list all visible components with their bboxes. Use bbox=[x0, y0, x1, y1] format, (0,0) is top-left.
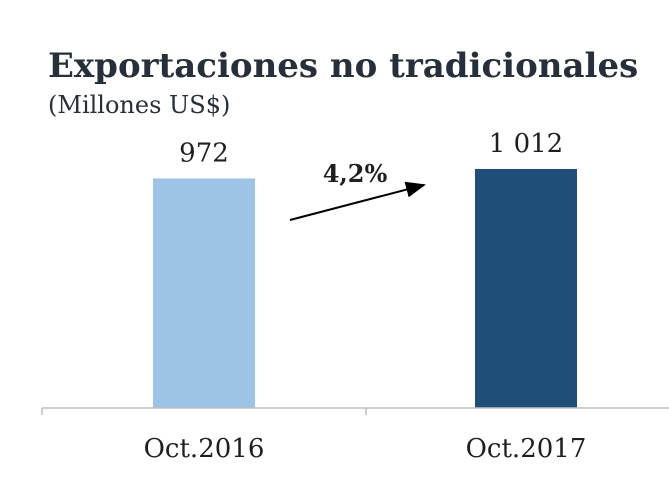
x-tick-label-Oct.2016: Oct.2016 bbox=[144, 434, 265, 464]
chart-title: Exportaciones no tradicionales bbox=[48, 46, 638, 86]
chart-subtitle: (Millones US$) bbox=[48, 91, 230, 119]
growth-annotation: 4,2% bbox=[323, 159, 388, 188]
data-label-Oct.2017: 1 012 bbox=[489, 129, 563, 159]
x-tick-label-Oct.2017: Oct.2017 bbox=[466, 434, 587, 464]
bar-Oct.2016 bbox=[153, 178, 255, 408]
bars-group: 972 1 012 bbox=[153, 129, 577, 408]
growth-arrow bbox=[289, 181, 426, 221]
bar-Oct.2017 bbox=[475, 168, 577, 408]
data-label-Oct.2016: 972 bbox=[179, 138, 229, 168]
x-tick-labels: Oct.2016 Oct.2017 bbox=[144, 434, 587, 464]
